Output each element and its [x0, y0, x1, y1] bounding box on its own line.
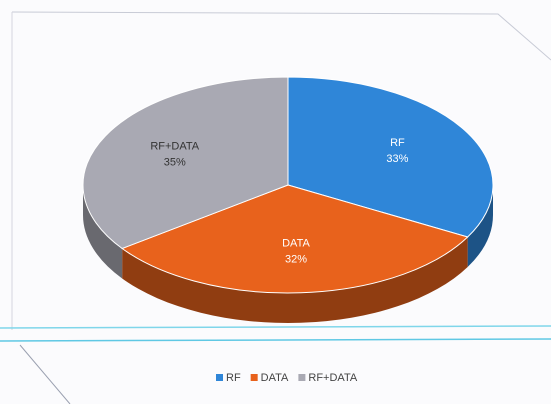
- slice-value: 35%: [164, 157, 186, 169]
- legend-swatch: [250, 374, 258, 381]
- slice: [82, 76, 289, 250]
- slice-label: RF+DATA: [150, 141, 199, 153]
- legend-swatch: [216, 374, 223, 381]
- slice-side: [122, 237, 468, 324]
- slice: [287, 76, 494, 238]
- frame-edge: [19, 344, 71, 404]
- slice-label: RF: [390, 137, 405, 149]
- frame-line: [0, 338, 551, 342]
- legend-label: DATA: [261, 372, 289, 384]
- frame-line: [0, 325, 551, 329]
- frame-edge: [11, 11, 551, 61]
- slice-value: 32%: [285, 254, 307, 266]
- slice-label: DATA: [282, 238, 310, 250]
- pie: RF 33% DATA 32% RF+DATA 35%: [82, 76, 494, 324]
- legend-swatch: [298, 374, 306, 381]
- legend: RF DATA RF+DATA: [216, 372, 358, 384]
- slice-value: 33%: [386, 153, 408, 165]
- legend-label: RF+DATA: [308, 372, 357, 384]
- slice: [121, 184, 469, 294]
- legend-label: RF: [226, 372, 241, 384]
- slice-side: [467, 185, 493, 268]
